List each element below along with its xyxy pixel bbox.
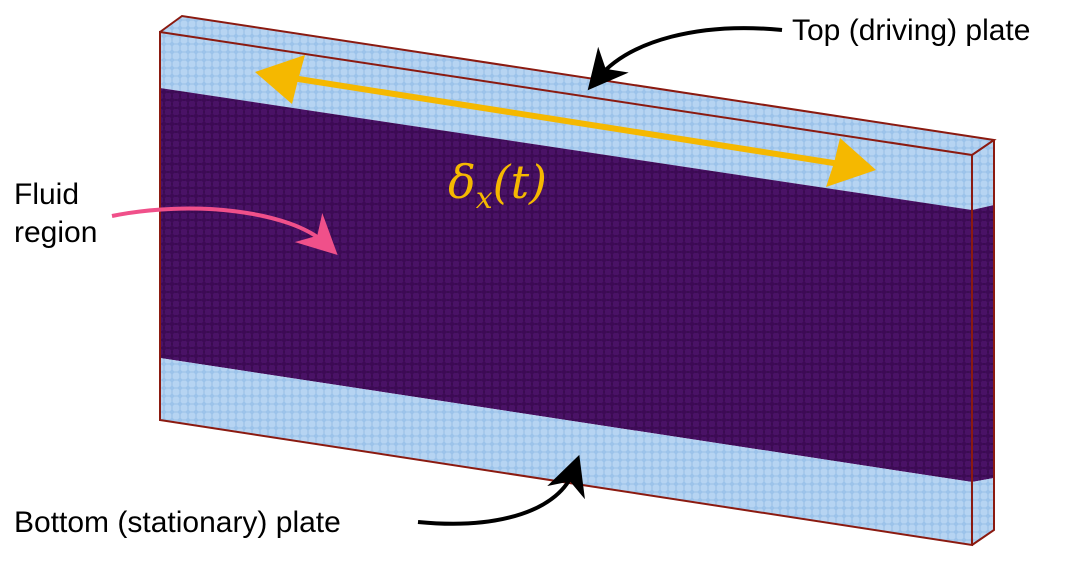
top-plate-pointer xyxy=(587,26,783,91)
fluid-region xyxy=(160,88,972,482)
displacement-label: δx(t) xyxy=(448,155,547,216)
box-top-face xyxy=(160,16,994,155)
bottom-plate xyxy=(160,358,972,545)
box-side-face xyxy=(972,140,994,545)
fluid-pointer xyxy=(111,206,338,255)
displacement-symbol: δ xyxy=(448,155,476,209)
fluid-label-line2: region xyxy=(14,216,97,249)
displacement-argument: (t) xyxy=(493,155,547,209)
displacement-subscript: x xyxy=(476,181,493,216)
displacement-arrow xyxy=(255,55,876,187)
bottom-plate-pointer xyxy=(417,454,585,526)
top-plate-label: Top (driving) plate xyxy=(792,14,1030,47)
fluid-label-line1: Fluid xyxy=(14,178,79,211)
bottom-plate-label: Bottom (stationary) plate xyxy=(14,506,341,539)
